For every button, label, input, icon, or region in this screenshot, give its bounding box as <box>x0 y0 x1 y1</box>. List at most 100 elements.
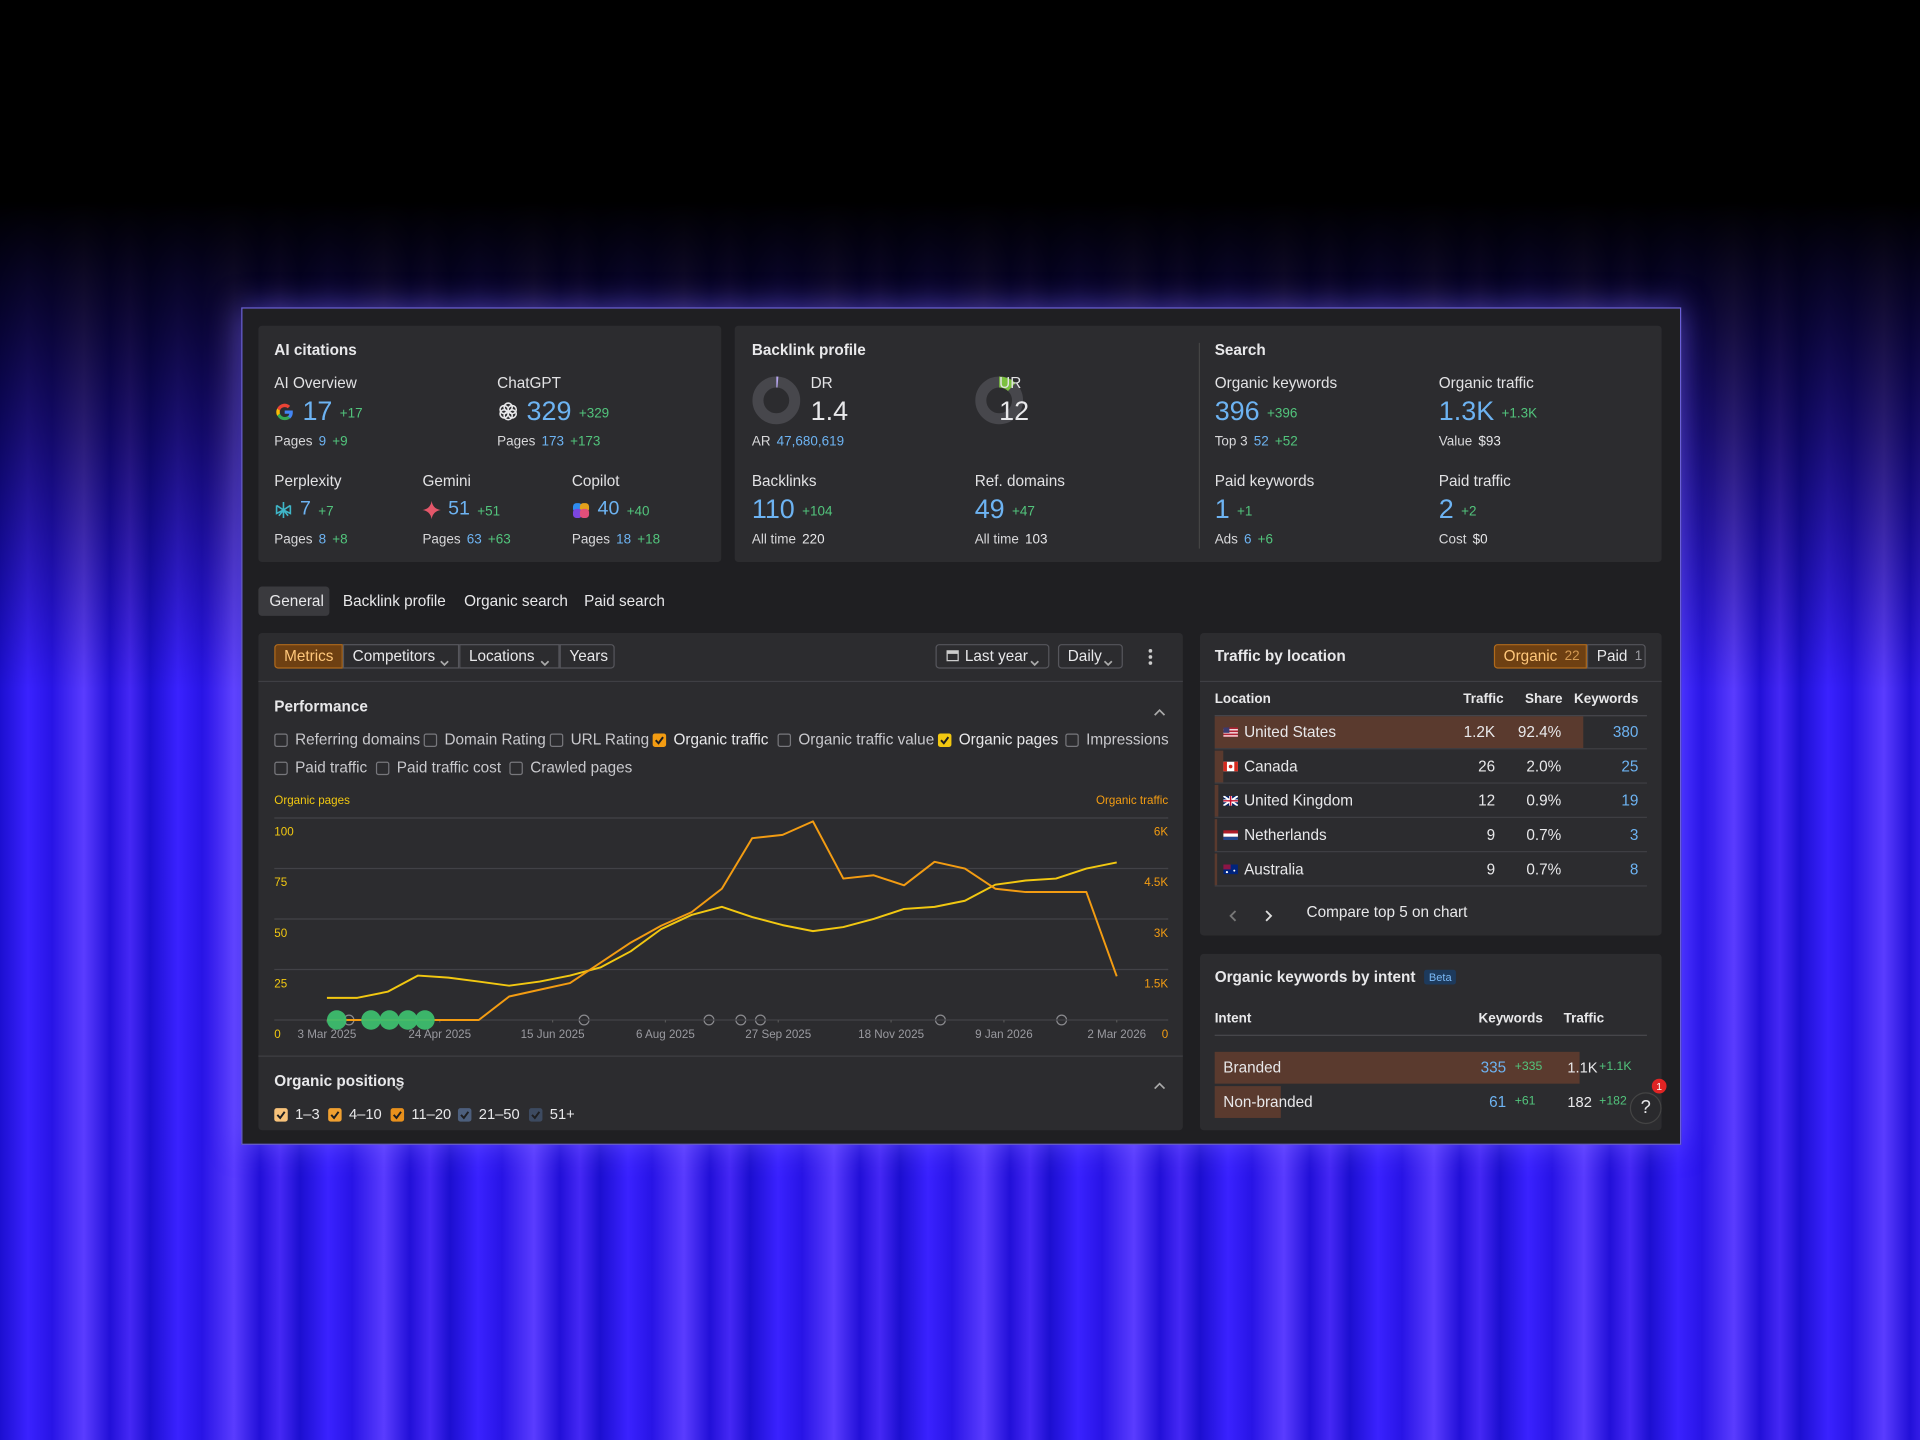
x-tick-label: 24 Apr 2025 <box>408 1028 471 1041</box>
flag <box>1223 795 1238 806</box>
tab[interactable]: Backlink profile <box>342 592 446 610</box>
divider <box>1200 680 1662 683</box>
metric-sub-row: All time 220 <box>752 524 831 556</box>
metric-delta: +1.3K <box>1501 406 1538 422</box>
checkbox[interactable] <box>375 761 390 775</box>
checkbox[interactable] <box>328 1107 342 1122</box>
checkbox[interactable] <box>274 761 288 775</box>
metric-sub-delta: +9 <box>332 434 348 450</box>
checkbox[interactable] <box>390 1107 405 1122</box>
keywords-value: 61 <box>1489 1093 1507 1111</box>
button[interactable] <box>1057 644 1123 669</box>
donut-arc <box>752 376 801 425</box>
icon-part <box>422 500 441 519</box>
flag <box>1223 727 1238 738</box>
metric-sub-value: 47,680,619 <box>776 434 845 450</box>
keywords-value: 335 <box>1480 1059 1507 1077</box>
metric-delta: +2 <box>1461 504 1477 520</box>
metric-delta: +104 <box>802 504 833 520</box>
checkbox[interactable] <box>457 1107 472 1122</box>
button-label: Years <box>569 647 608 665</box>
tab[interactable]: Organic search <box>464 592 568 610</box>
metric-value-row: 110 +104 <box>752 493 839 525</box>
toggle[interactable] <box>1493 644 1587 669</box>
checkbox[interactable] <box>528 1107 543 1122</box>
icon-part <box>572 502 590 518</box>
checkbox[interactable] <box>937 732 952 747</box>
section-title: Organic positions <box>274 1072 405 1090</box>
x-tick-label: 2 Mar 2026 <box>1087 1028 1146 1041</box>
divider <box>258 1055 1183 1057</box>
metric-value-row: 51 +51 <box>422 493 506 525</box>
y-tick-label: 75 <box>274 876 287 889</box>
tab[interactable]: Paid search <box>584 592 665 610</box>
checkbox[interactable] <box>1065 732 1079 747</box>
help-badge-label: 1 <box>1656 1080 1663 1093</box>
traffic-value: 1.1K <box>1567 1059 1598 1077</box>
metric-value: 396 <box>1214 395 1260 427</box>
metric-value-row: 2 +2 <box>1439 493 1483 525</box>
y2-tick-label: 4.5K <box>1144 876 1168 889</box>
share-value: 2.0% <box>1526 757 1562 776</box>
checkbox[interactable] <box>423 732 438 747</box>
calendar-icon <box>946 650 959 662</box>
metric-name: AI Overview <box>274 374 357 392</box>
metric-sub-value: $93 <box>1478 434 1501 450</box>
icon <box>274 401 295 422</box>
metric-value-row: 1 +1 <box>1215 493 1259 525</box>
checkbox[interactable] <box>652 732 667 747</box>
checkbox[interactable] <box>509 761 523 775</box>
share-bar <box>1214 853 1218 886</box>
traffic-value: 12 <box>1478 792 1496 810</box>
flag <box>1223 761 1238 772</box>
checkbox[interactable] <box>274 732 288 747</box>
x-tick-label: 15 Jun 2025 <box>521 1028 585 1041</box>
button[interactable] <box>274 644 343 669</box>
share-bar <box>1214 784 1219 817</box>
metric-value-row: 329 +329 <box>497 396 615 428</box>
keywords-value: 25 <box>1621 757 1639 776</box>
metric-sub-row: AR 47,680,619 <box>752 426 850 458</box>
button[interactable] <box>342 644 460 669</box>
card-title: Traffic by location <box>1214 647 1346 665</box>
arrow-icon <box>1229 910 1237 922</box>
metric-value-row: 17 +17 <box>274 396 368 428</box>
button[interactable] <box>559 644 615 669</box>
metric-sub-row: Pages 9 +9 <box>274 426 353 458</box>
metric-delta: +40 <box>626 504 650 520</box>
metric-sub-value: 173 <box>541 434 564 450</box>
metric-sub-delta: +6 <box>1257 532 1274 548</box>
intent-title-row: Organic keywords by intent Beta <box>1215 961 1463 993</box>
flag-icon <box>1223 864 1238 875</box>
chevron-icon <box>394 1085 404 1092</box>
card-title: Backlink profile <box>751 341 866 359</box>
check <box>330 1110 340 1119</box>
metric-sub-row: Pages 173 +173 <box>497 426 606 458</box>
tab[interactable]: General <box>269 592 324 610</box>
metric-sub-row: Top 3 52 +52 <box>1215 426 1304 458</box>
chevron-icon <box>1154 1082 1166 1090</box>
checkbox[interactable] <box>777 732 792 747</box>
divider <box>258 680 1183 683</box>
divider <box>1214 1034 1647 1036</box>
metric-delta: +17 <box>339 406 363 422</box>
toggle[interactable] <box>1586 644 1646 669</box>
footer-link[interactable]: Compare top 5 on chart <box>1306 903 1468 921</box>
metric-value: 1.3K <box>1438 395 1495 427</box>
flag <box>1223 830 1238 840</box>
divider <box>1214 748 1647 750</box>
button[interactable] <box>935 644 1050 669</box>
metric-value: 12 <box>999 395 1030 427</box>
metric-value: 49 <box>974 493 1005 525</box>
metric-value: 1 <box>1214 493 1230 525</box>
metric-name: Perplexity <box>274 472 342 490</box>
toggle-row: Organic 22 <box>1504 640 1586 672</box>
check <box>654 735 664 745</box>
checkbox[interactable] <box>274 1107 288 1122</box>
metric-delta: +7 <box>318 504 334 520</box>
button-label: Competitors <box>352 647 436 665</box>
button[interactable] <box>459 644 560 669</box>
icon <box>572 500 590 518</box>
help-button[interactable] <box>1629 1092 1662 1125</box>
checkbox[interactable] <box>549 732 564 747</box>
